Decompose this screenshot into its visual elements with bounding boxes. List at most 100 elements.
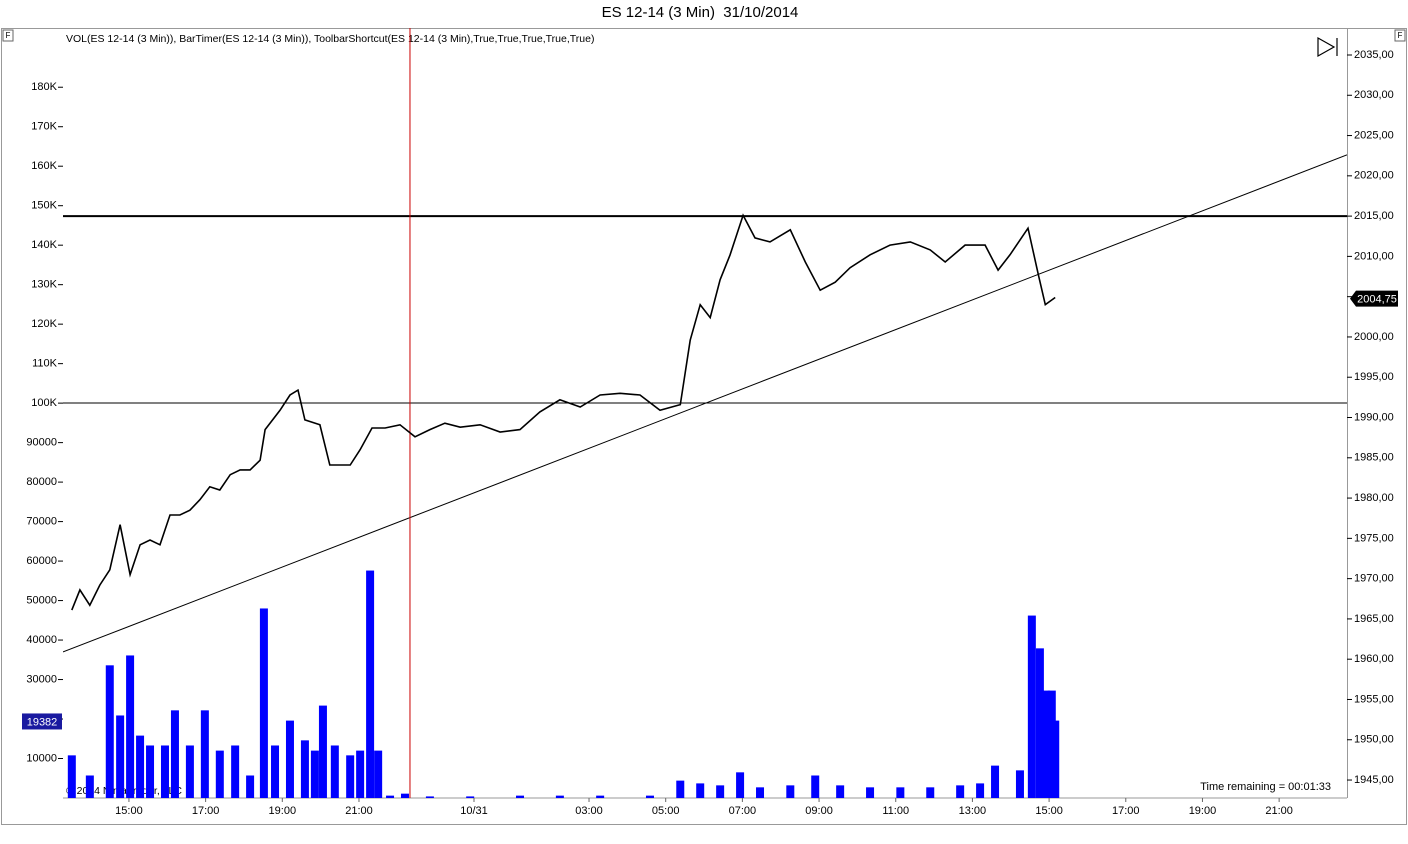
- x-tick-label: 19:00: [1189, 805, 1217, 817]
- volume-bar: [400, 793, 409, 798]
- volume-bar: [105, 665, 114, 798]
- y-tick-label: 2000,00: [1354, 331, 1394, 343]
- volume-bar: [1042, 690, 1051, 798]
- y-tick-label: 50000: [26, 594, 57, 606]
- corner-marker: F: [1398, 31, 1403, 40]
- x-tick-label: 09:00: [805, 805, 833, 817]
- volume-bar: [136, 735, 145, 798]
- time-remaining: Time remaining = 00:01:33: [1200, 781, 1331, 793]
- volume-bar: [300, 740, 309, 798]
- volume-bar: [85, 775, 94, 798]
- indicator-label: VOL(ES 12-14 (3 Min)), BarTimer(ES 12-14…: [66, 33, 594, 45]
- volume-bar: [318, 705, 327, 798]
- x-tick-label: 17:00: [192, 805, 220, 817]
- volume-bar: [116, 715, 125, 798]
- volume-bar: [756, 787, 765, 798]
- last-price-tag: [1350, 290, 1398, 307]
- volume-bar: [425, 796, 434, 798]
- volume-bar: [185, 745, 194, 798]
- y-tick-label: 170K: [31, 121, 57, 133]
- volume-bar: [866, 787, 875, 798]
- volume-bar: [1051, 720, 1060, 798]
- volume-bar: [386, 795, 395, 798]
- volume-bar: [310, 750, 319, 798]
- y-tick-label: 130K: [31, 279, 57, 291]
- y-tick-label: 2010,00: [1354, 250, 1394, 262]
- volume-bar: [215, 750, 224, 798]
- volume-bar: [231, 745, 240, 798]
- volume-bar: [596, 795, 605, 798]
- y-tick-label: 80000: [26, 476, 57, 488]
- y-tick-label: 160K: [31, 160, 57, 172]
- x-tick-label: 13:00: [959, 805, 987, 817]
- volume-bar: [645, 795, 654, 798]
- volume-bar: [555, 795, 564, 798]
- volume-bar: [146, 745, 155, 798]
- volume-bar: [896, 787, 905, 798]
- y-tick-label: 1985,00: [1354, 452, 1394, 464]
- volume-bar: [200, 710, 209, 798]
- volume-bar: [346, 755, 355, 798]
- corner-marker: F: [6, 31, 11, 40]
- y-tick-label: 1980,00: [1354, 492, 1394, 504]
- chart-frame: [1, 28, 1407, 825]
- y-tick-label: 1975,00: [1354, 532, 1394, 544]
- last-price-label: 2004,75: [1357, 294, 1397, 306]
- y-tick-label: 1950,00: [1354, 734, 1394, 746]
- y-tick-label: 70000: [26, 515, 57, 527]
- y-tick-label: 40000: [26, 634, 57, 646]
- volume-bar: [516, 795, 525, 798]
- volume-bar: [1035, 648, 1044, 798]
- y-tick-label: 2030,00: [1354, 89, 1394, 101]
- volume-bar: [811, 775, 820, 798]
- y-tick-label: 110K: [32, 358, 58, 370]
- y-tick-label: 180K: [31, 81, 57, 93]
- volume-bar: [160, 745, 169, 798]
- y-tick-label: 1960,00: [1354, 653, 1394, 665]
- trend-line: [63, 154, 1347, 653]
- x-tick-label: 03:00: [575, 805, 603, 817]
- volume-bar: [836, 785, 845, 798]
- last-volume-tag: [22, 713, 62, 730]
- volume-bar: [956, 785, 965, 798]
- x-tick-label: 19:00: [269, 805, 297, 817]
- x-tick-label: 10/31: [460, 805, 488, 817]
- play-icon[interactable]: [1317, 36, 1336, 58]
- volume-bar: [736, 772, 745, 798]
- y-tick-label: 150K: [31, 200, 57, 212]
- y-tick-label: 1965,00: [1354, 613, 1394, 625]
- volume-bar: [786, 785, 795, 798]
- x-tick-label: 21:00: [1265, 805, 1293, 817]
- y-tick-label: 1955,00: [1354, 693, 1394, 705]
- playback-button[interactable]: [1317, 36, 1338, 58]
- plot: [63, 28, 1347, 798]
- y-tick-label: 1995,00: [1354, 371, 1394, 383]
- volume-bar: [67, 755, 76, 798]
- y-tick-label: 100K: [31, 397, 57, 409]
- x-tick-label: 15:00: [115, 805, 143, 817]
- y-tick-label: 10000: [26, 752, 57, 764]
- x-tick-label: 11:00: [882, 805, 909, 817]
- volume-bar: [271, 745, 280, 798]
- x-tick-label: 17:00: [1112, 805, 1140, 817]
- y-tick-label: 30000: [26, 673, 57, 685]
- volume-bar: [991, 765, 1000, 798]
- x-tick-label: 05:00: [652, 805, 680, 817]
- volume-bar: [330, 745, 339, 798]
- y-tick-label: 1990,00: [1354, 411, 1394, 423]
- y-tick-label: 90000: [26, 437, 57, 449]
- y-tick-label: 140K: [31, 239, 57, 251]
- y-tick-label: 2020,00: [1354, 170, 1394, 182]
- volume-bar: [1015, 770, 1024, 798]
- corner-marker-box: [2, 29, 14, 42]
- volume-bar: [126, 655, 135, 798]
- y-tick-label: 2035,00: [1354, 49, 1394, 61]
- y-tick-label: 1945,00: [1354, 774, 1394, 786]
- volume-bar: [926, 787, 935, 798]
- volume-bar: [366, 570, 375, 798]
- volume-bar: [246, 775, 255, 798]
- y-tick-label: 1970,00: [1354, 573, 1394, 585]
- volume-bar: [1027, 615, 1036, 798]
